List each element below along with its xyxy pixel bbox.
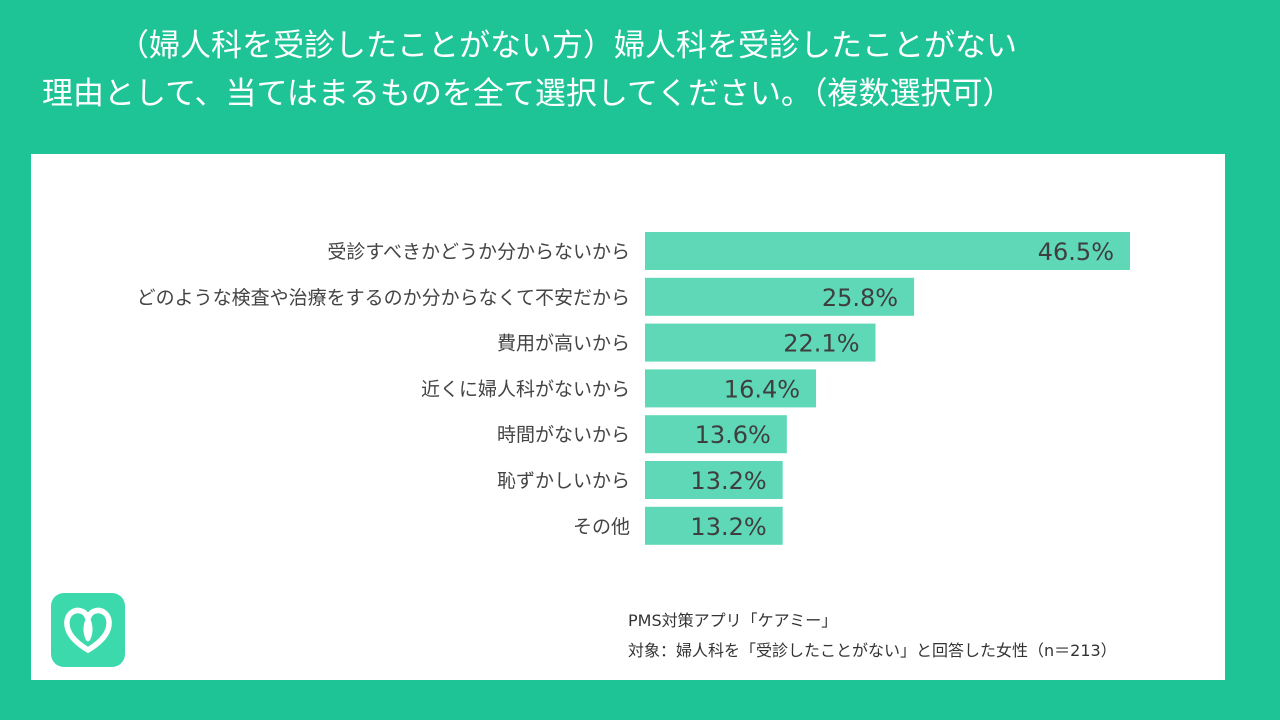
bar-6: [645, 506, 783, 545]
bar-2: [645, 323, 876, 362]
category-label-1: どのような検査や治療をするのか分からなくて不安だから: [137, 287, 630, 309]
page-title: （婦人科を受診したことがない方）婦人科を受診したことがない 理由として、当てはま…: [0, 22, 1280, 118]
source-note: PMS対策アプリ「ケアミー」 対象：婦人科を「受診したことがない」と回答した女性…: [628, 606, 1117, 666]
bar-1: [645, 277, 915, 316]
category-label-2: 費用が高いから: [497, 333, 630, 355]
bar-chart: 受診すべきかどうか分からないから 46.5% どのような検査や治療をするのか分からな…: [137, 232, 1130, 545]
app-logo: [51, 593, 125, 667]
heart-logo-icon: [64, 607, 112, 653]
value-label-3: 16.4%: [724, 375, 800, 403]
category-label-0: 受診すべきかどうか分からないから: [327, 241, 630, 263]
bar-5: [645, 461, 783, 499]
title-line-2: 理由として、当てはまるものを全て選択してください。（複数選択可）: [42, 76, 1014, 112]
category-label-3: 近くに婦人科がないから: [421, 378, 630, 400]
survey-target: 対象：婦人科を「受診したことがない」と回答した女性（n＝213）: [628, 641, 1117, 660]
chart-panel: 受診すべきかどうか分からないから 46.5% どのような検査や治療をするのか分からな…: [31, 154, 1225, 680]
value-label-6: 13.2%: [690, 513, 766, 541]
category-label-4: 時間がないから: [497, 424, 630, 446]
value-label-0: 46.5%: [1038, 238, 1114, 266]
value-label-1: 25.8%: [822, 284, 898, 312]
bar-0: [645, 232, 1130, 270]
bar-4: [645, 415, 787, 454]
bar-3: [645, 369, 817, 408]
value-label-2: 22.1%: [783, 330, 859, 358]
value-label-4: 13.6%: [695, 421, 771, 449]
source-app: PMS対策アプリ「ケアミー」: [628, 611, 838, 630]
category-label-6: その他: [573, 516, 630, 538]
category-label-5: 恥ずかしいから: [497, 470, 630, 492]
title-line-1: （婦人科を受診したことがない方）婦人科を受診したことがない: [118, 28, 1017, 64]
value-label-5: 13.2%: [690, 467, 766, 495]
